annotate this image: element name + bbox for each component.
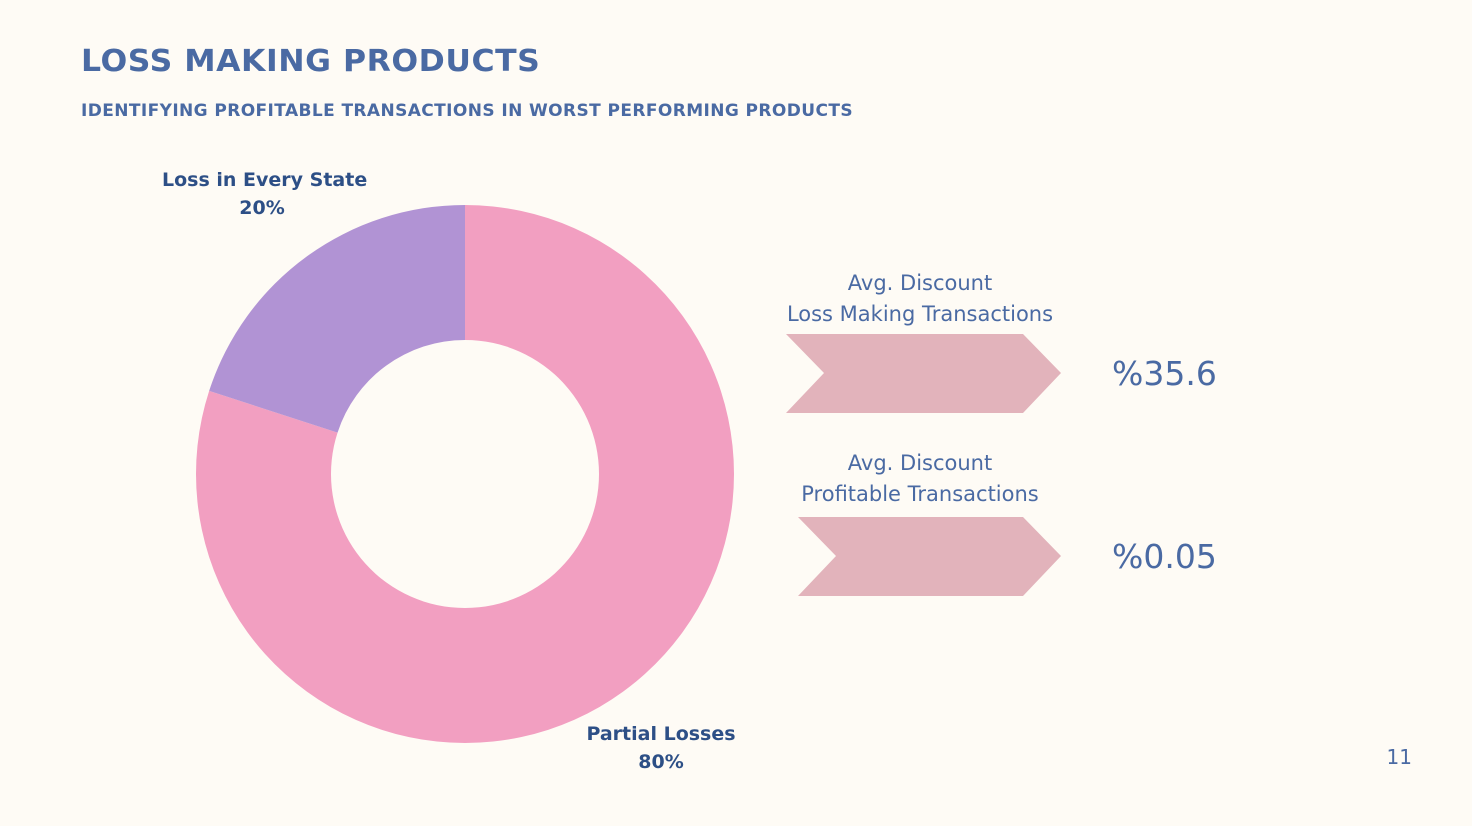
slice-label-partial-losses-value: 80% xyxy=(638,751,684,773)
slice-label-loss-every-state: Loss in Every State 20% xyxy=(162,166,368,222)
stat-caption-loss: Avg. Discount Loss Making Transactions xyxy=(760,268,1080,330)
slice-label-partial-losses: Partial Losses 80% xyxy=(561,720,761,776)
stat-caption-loss-line2: Loss Making Transactions xyxy=(786,302,1054,326)
donut-slice-loss-in-every-state xyxy=(209,205,465,433)
slide-subtitle: IDENTIFYING PROFITABLE TRANSACTIONS IN W… xyxy=(81,101,853,121)
stat-caption-profit-line2: Profitable Transactions xyxy=(801,482,1039,506)
slide-title: LOSS MAKING PRODUCTS xyxy=(81,44,541,79)
chevron-arrow-icon xyxy=(786,334,1061,413)
slice-label-loss-every-state-value: 20% xyxy=(239,197,285,219)
stat-caption-profit: Avg. Discount Profitable Transactions xyxy=(760,448,1080,510)
stat-caption-loss-line1: Avg. Discount xyxy=(847,271,993,295)
donut-slices xyxy=(196,205,734,743)
donut-slice-partial-losses xyxy=(196,205,734,743)
stat-caption-profit-line1: Avg. Discount xyxy=(847,451,993,475)
stat-value-loss: %35.6 xyxy=(1112,354,1217,393)
page-number: 11 xyxy=(1386,745,1412,769)
chevron-arrow-icon xyxy=(798,517,1061,596)
stat-value-profit: %0.05 xyxy=(1112,537,1217,576)
slice-label-partial-losses-name: Partial Losses xyxy=(586,723,736,745)
slice-label-loss-every-state-name: Loss in Every State xyxy=(162,169,368,191)
